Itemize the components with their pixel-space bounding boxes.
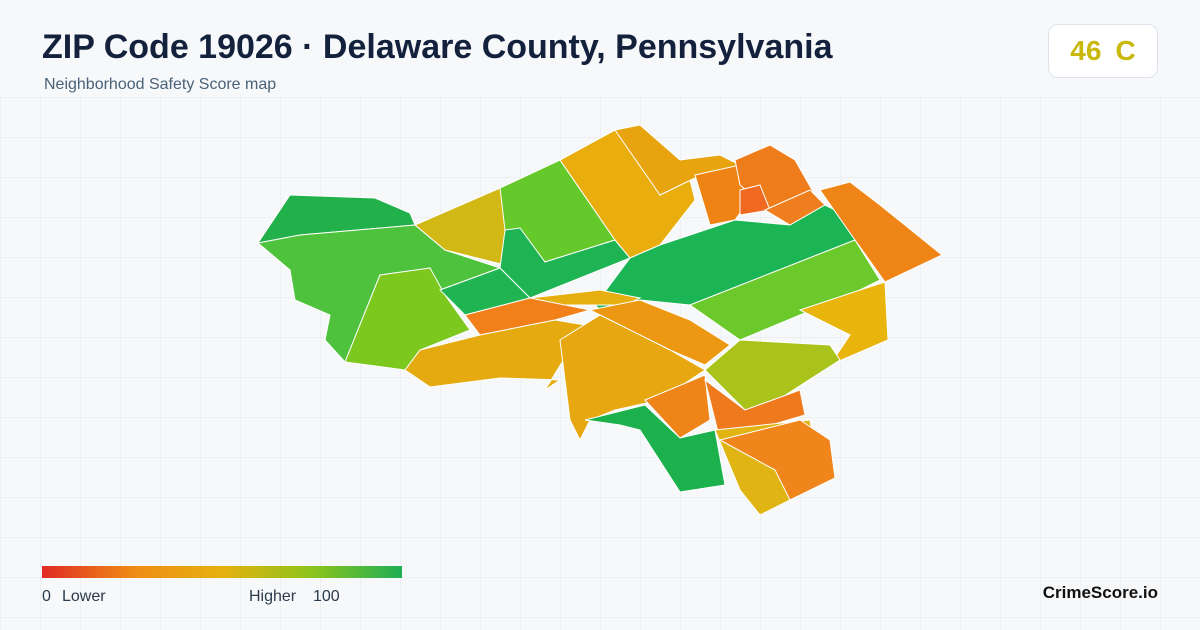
score-badge: 46 C xyxy=(1048,24,1158,78)
title: ZIP Code 19026 · Delaware County, Pennsy… xyxy=(42,28,833,66)
neighborhoods xyxy=(256,124,943,516)
legend-min: 0 xyxy=(42,588,51,605)
score: 46 xyxy=(1070,35,1102,66)
legend-high-label: Higher xyxy=(249,588,297,605)
legend-low-label: Lower xyxy=(62,588,106,605)
legend-max: 100 xyxy=(313,588,340,605)
legend-gradient xyxy=(42,566,402,578)
brand: CrimeScore.io xyxy=(1042,583,1158,602)
subtitle: Neighborhood Safety Score map xyxy=(44,76,277,93)
grade: C xyxy=(1115,35,1136,66)
